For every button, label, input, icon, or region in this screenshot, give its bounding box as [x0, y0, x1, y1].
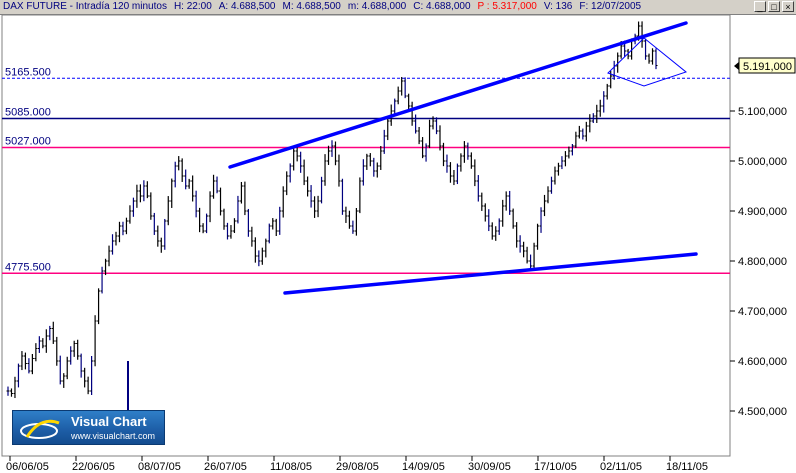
close-button[interactable]: × — [782, 1, 794, 12]
upper-trendline — [228, 21, 688, 169]
level-label: 4775.500 — [5, 261, 51, 273]
triangle-outline — [607, 37, 688, 87]
window-controls: _ □ × — [754, 1, 794, 13]
logo-url: www.visualchart.com — [71, 431, 156, 441]
plot-area-frame — [1, 14, 731, 457]
x-tick-label: 22/06/05 — [72, 461, 115, 473]
level-label: 5027.000 — [5, 136, 51, 148]
price-readout: 5.191,000 — [734, 57, 796, 74]
swoosh-icon — [20, 419, 60, 439]
y-tick-label: 4.700,000 — [738, 306, 787, 318]
y-tick-label: 4.500,000 — [738, 406, 787, 418]
x-tick-label: 18/11/05 — [666, 461, 708, 473]
stat-volume: V: 136 — [543, 1, 573, 12]
x-tick-label: 14/09/05 — [402, 461, 445, 473]
stat-date: F: 12/07/2005 — [579, 1, 642, 12]
x-tick-label: 17/10/05 — [534, 461, 577, 473]
x-tick-label: 29/08/05 — [336, 461, 379, 473]
stat-open: A: 4.688,500 — [218, 1, 276, 12]
y-tick-label: 4.800,000 — [738, 256, 787, 268]
lower-trendline — [283, 252, 698, 295]
price-series — [6, 21, 658, 416]
x-tick-label: 26/07/05 — [204, 461, 247, 473]
x-tick-label: 06/06/05 — [6, 461, 49, 473]
price-readout-value: 5.191,000 — [743, 61, 792, 73]
stat-time: H: 22:00 — [173, 1, 212, 12]
level-label: 5165.500 — [5, 66, 51, 78]
stat-min: m: 4.688,000 — [347, 1, 407, 12]
visualchart-logo: Visual Chart www.visualchart.com — [12, 410, 165, 445]
maximize-button[interactable]: □ — [768, 1, 780, 12]
x-tick-label: 08/07/05 — [138, 461, 181, 473]
y-tick-label: 4.900,000 — [738, 206, 787, 218]
horizontal-levels: 5165.500 5085.000 5027.000 4775.500 — [2, 66, 730, 274]
date-axis: 06/06/05 22/06/05 08/07/05 26/07/05 11/08/05… — [6, 456, 708, 473]
instrument-title: DAX FUTURE - Intradía 120 minutos — [3, 1, 167, 12]
x-tick-label: 02/11/05 — [600, 461, 642, 473]
minimize-button[interactable]: _ — [754, 1, 766, 12]
triangle-pattern — [607, 37, 688, 87]
price-axis: 4.500,000 4.600,000 4.700,000 4.800,000 4.90… — [730, 106, 787, 418]
stat-close: C: 4.688,000 — [413, 1, 471, 12]
stat-price: P : 5.317,000 — [477, 1, 537, 12]
y-tick-label: 5.100,000 — [738, 106, 787, 118]
price-readout-box — [738, 57, 796, 74]
level-label: 5085.000 — [5, 107, 51, 119]
trendlines — [228, 21, 698, 295]
y-tick-label: 5.000,000 — [738, 156, 787, 168]
y-tick-label: 4.600,000 — [738, 356, 787, 368]
title-bar: DAX FUTURE - Intradía 120 minutos H: 22:0… — [0, 0, 796, 15]
x-tick-label: 30/09/05 — [468, 461, 511, 473]
logo-name: Visual Chart — [71, 414, 147, 429]
stat-max: M: 4.688,500 — [282, 1, 341, 12]
x-tick-label: 11/08/05 — [270, 461, 312, 473]
